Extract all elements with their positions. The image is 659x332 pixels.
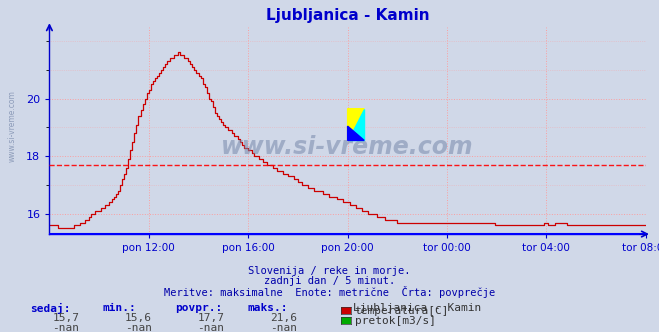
Text: www.si-vreme.com: www.si-vreme.com [221,135,474,159]
Text: -nan: -nan [125,323,152,332]
Text: -nan: -nan [198,323,224,332]
Text: 15,6: 15,6 [125,313,152,323]
Text: min.:: min.: [102,303,136,313]
Text: 15,7: 15,7 [53,313,79,323]
Text: pretok[m3/s]: pretok[m3/s] [355,316,436,326]
Text: -nan: -nan [270,323,297,332]
Text: www.si-vreme.com: www.si-vreme.com [8,90,17,162]
Text: 17,7: 17,7 [198,313,224,323]
Text: Ljubljanica - Kamin: Ljubljanica - Kamin [353,303,481,313]
Text: zadnji dan / 5 minut.: zadnji dan / 5 minut. [264,276,395,286]
Text: Meritve: maksimalne  Enote: metrične  Črta: povprečje: Meritve: maksimalne Enote: metrične Črta… [164,286,495,297]
Title: Ljubljanica - Kamin: Ljubljanica - Kamin [266,8,430,23]
Text: sedaj:: sedaj: [30,303,70,314]
Text: povpr.:: povpr.: [175,303,222,313]
Polygon shape [348,109,364,140]
Polygon shape [348,126,364,140]
Polygon shape [348,109,364,140]
Text: maks.:: maks.: [247,303,287,313]
Text: -nan: -nan [53,323,79,332]
Text: temperatura[C]: temperatura[C] [355,306,449,316]
Text: 21,6: 21,6 [270,313,297,323]
Text: Slovenija / reke in morje.: Slovenija / reke in morje. [248,266,411,276]
